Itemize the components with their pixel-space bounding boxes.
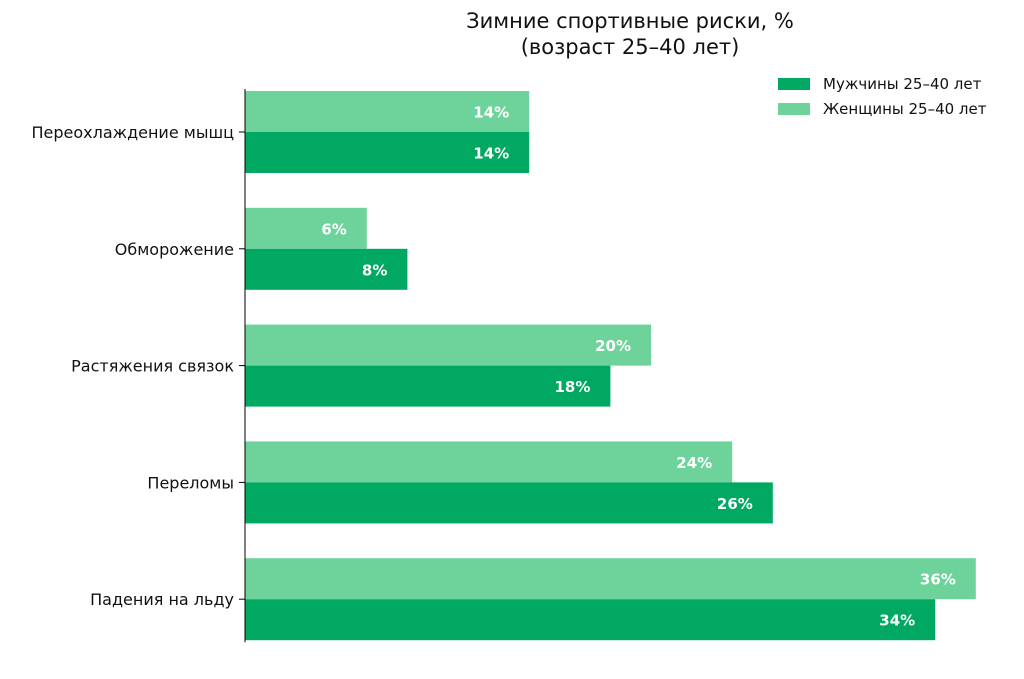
- legend-swatch-women: [778, 102, 810, 115]
- bar-women-1: [245, 207, 367, 249]
- bar-men-0: [245, 132, 530, 173]
- data-label-men-0: 14%: [473, 145, 509, 163]
- y-tick-label-1: Обморожение: [115, 240, 234, 259]
- data-label-women-0: 14%: [473, 104, 509, 122]
- data-label-women-3: 24%: [676, 454, 712, 472]
- data-label-men-3: 26%: [717, 495, 753, 513]
- legend-swatch-men: [778, 77, 810, 90]
- data-label-women-2: 20%: [595, 337, 631, 355]
- data-label-men-4: 34%: [879, 612, 915, 630]
- bar-women-4: [245, 558, 976, 600]
- legend: Мужчины 25–40 лет Женщины 25–40 лет: [778, 72, 986, 122]
- y-tick-label-4: Падения на льду: [90, 590, 234, 609]
- chart-title-line-1: Зимние спортивные риски, %: [466, 9, 794, 33]
- data-label-women-4: 36%: [920, 571, 956, 589]
- legend-item-women: Женщины 25–40 лет: [778, 97, 986, 120]
- legend-label-women: Женщины 25–40 лет: [823, 99, 987, 118]
- bar-men-4: [245, 599, 936, 641]
- chart-title: Зимние спортивные риски, % (возраст 25–4…: [250, 8, 1010, 60]
- bar-women-0: [245, 91, 530, 132]
- bar-men-2: [245, 365, 611, 407]
- data-label-men-2: 18%: [554, 378, 590, 396]
- data-label-men-1: 8%: [362, 261, 387, 279]
- bar-men-1: [245, 248, 408, 290]
- bar-women-3: [245, 441, 733, 483]
- data-label-women-1: 6%: [321, 220, 346, 238]
- y-tick-label-2: Растяжения связок: [71, 357, 234, 376]
- y-tick-label-0: Переохлаждение мышц: [31, 123, 234, 142]
- legend-label-men: Мужчины 25–40 лет: [823, 74, 982, 93]
- bar-women-2: [245, 324, 651, 366]
- legend-item-men: Мужчины 25–40 лет: [778, 72, 986, 95]
- chart-title-line-2: (возраст 25–40 лет): [520, 35, 740, 59]
- bar-men-3: [245, 482, 773, 524]
- y-tick-label-3: Переломы: [147, 473, 234, 492]
